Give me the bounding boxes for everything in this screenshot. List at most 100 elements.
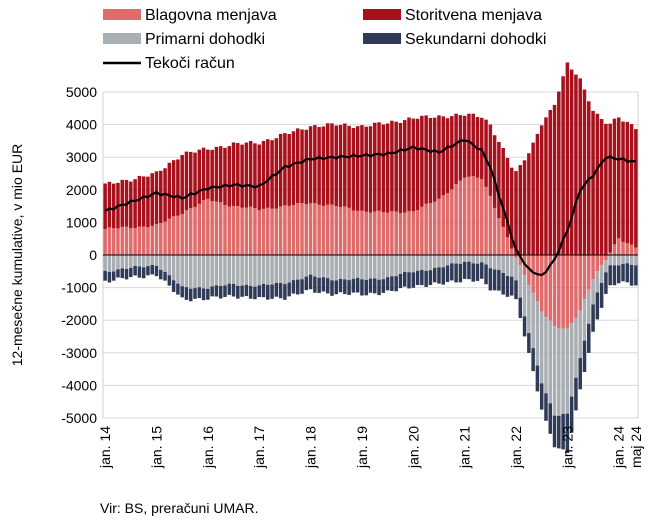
bar-primarni-dohodki [248, 255, 253, 286]
bar-storitvena-menjava [373, 122, 377, 212]
bar-primarni-dohodki [625, 255, 630, 264]
bar-sekundarni-dohodki [278, 282, 283, 299]
bar-primarni-dohodki [227, 255, 232, 284]
legend-label: Tekoči račun [145, 55, 235, 72]
bar-storitvena-menjava [527, 153, 531, 255]
bar-primarni-dohodki [278, 255, 283, 283]
bar-blagovna-menjava [381, 212, 386, 255]
bar-primarni-dohodki [634, 255, 638, 266]
bar-primarni-dohodki [509, 255, 514, 277]
bar-primarni-dohodki [159, 255, 163, 270]
bar-storitvena-menjava [497, 141, 501, 219]
bar-storitvena-menjava [184, 151, 189, 211]
bar-blagovna-menjava [236, 206, 240, 255]
bar-storitvena-menjava [133, 179, 137, 229]
bar-blagovna-menjava [591, 255, 595, 280]
bar-sekundarni-dohodki [180, 286, 184, 298]
bar-storitvena-menjava [338, 124, 343, 207]
bar-primarni-dohodki [368, 255, 373, 279]
bar-storitvena-menjava [129, 181, 133, 229]
bar-blagovna-menjava [501, 226, 505, 255]
x-axis: jan. 14 jan. 15 jan. 16 jan. 17 jan. 18 jan. … [97, 426, 644, 469]
bar-sekundarni-dohodki [171, 280, 176, 292]
bar-storitvena-menjava [544, 117, 548, 255]
bar-blagovna-menjava [394, 211, 398, 255]
bar-primarni-dohodki [231, 255, 236, 284]
bar-sekundarni-dohodki [334, 280, 339, 295]
bar-blagovna-menjava [274, 208, 279, 255]
bar-sekundarni-dohodki [257, 285, 261, 297]
bar-primarni-dohodki [103, 255, 107, 271]
bar-sekundarni-dohodki [445, 265, 450, 282]
bar-primarni-dohodki [236, 255, 240, 286]
bar-storitvena-menjava [313, 125, 317, 203]
bar-primarni-dohodki [274, 255, 279, 283]
bar-blagovna-menjava [634, 247, 638, 255]
bar-blagovna-menjava [565, 255, 570, 329]
bar-blagovna-menjava [488, 195, 493, 255]
bar-primarni-dohodki [124, 255, 129, 270]
bar-primarni-dohodki [608, 255, 612, 266]
bar-sekundarni-dohodki [248, 285, 253, 299]
bar-storitvena-menjava [467, 113, 471, 177]
bar-sekundarni-dohodki [266, 284, 270, 300]
bar-blagovna-menjava [390, 211, 394, 255]
bar-blagovna-menjava [266, 207, 270, 255]
bar-primarni-dohodki [338, 255, 343, 279]
bar-blagovna-menjava [338, 206, 343, 255]
bar-storitvena-menjava [488, 124, 493, 196]
bar-blagovna-menjava [544, 255, 548, 318]
bar-primarni-dohodki [415, 255, 420, 271]
bar-primarni-dohodki [150, 255, 154, 265]
bar-primarni-dohodki [518, 265, 523, 298]
legend-swatch [363, 33, 401, 44]
bar-primarni-dohodki [133, 255, 137, 266]
bar-sekundarni-dohodki [509, 276, 514, 296]
bar-primarni-dohodki [257, 255, 261, 286]
bar-blagovna-menjava [283, 205, 287, 255]
bar-blagovna-menjava [146, 227, 150, 255]
bar-blagovna-menjava [201, 200, 206, 255]
y-tick-label: -5000 [61, 410, 97, 426]
bar-sekundarni-dohodki [107, 271, 112, 283]
bar-storitvena-menjava [150, 173, 154, 226]
bar-primarni-dohodki [141, 255, 146, 268]
bar-sekundarni-dohodki [193, 288, 197, 299]
bar-blagovna-menjava [364, 211, 368, 255]
bar-primarni-dohodki [599, 264, 604, 283]
bar-blagovna-menjava [124, 226, 129, 255]
bar-storitvena-menjava [103, 183, 107, 229]
bar-storitvena-menjava [120, 179, 125, 227]
bar-primarni-dohodki [137, 255, 142, 267]
x-tick-label: jan. 23 [559, 426, 575, 469]
bar-sekundarni-dohodki [415, 270, 420, 286]
bar-sekundarni-dohodki [552, 415, 557, 448]
bar-storitvena-menjava [176, 159, 180, 216]
bar-sekundarni-dohodki [621, 263, 625, 282]
legend-swatch [103, 33, 141, 44]
bar-blagovna-menjava [377, 210, 381, 255]
bar-sekundarni-dohodki [548, 403, 553, 434]
bar-storitvena-menjava [171, 160, 176, 217]
bar-primarni-dohodki [291, 255, 296, 281]
bar-blagovna-menjava [295, 202, 300, 255]
bar-blagovna-menjava [231, 205, 236, 255]
bar-sekundarni-dohodki [129, 267, 133, 278]
bar-sekundarni-dohodki [514, 280, 518, 300]
bar-blagovna-menjava [278, 206, 283, 255]
bar-blagovna-menjava [111, 228, 116, 255]
bar-blagovna-menjava [561, 255, 565, 329]
bar-storitvena-menjava [518, 165, 523, 255]
bar-sekundarni-dohodki [591, 304, 595, 332]
bar-sekundarni-dohodki [488, 268, 493, 291]
bar-sekundarni-dohodki [133, 265, 137, 276]
bar-storitvena-menjava [462, 115, 467, 178]
bar-primarni-dohodki [604, 260, 608, 273]
x-tick-label: jan. 19 [354, 426, 370, 469]
bar-blagovna-menjava [454, 184, 458, 255]
bar-primarni-dohodki [244, 255, 249, 285]
bar-storitvena-menjava [390, 120, 394, 212]
bar-primarni-dohodki [308, 255, 313, 275]
bar-storitvena-menjava [539, 125, 544, 256]
bar-storitvena-menjava [411, 118, 416, 212]
